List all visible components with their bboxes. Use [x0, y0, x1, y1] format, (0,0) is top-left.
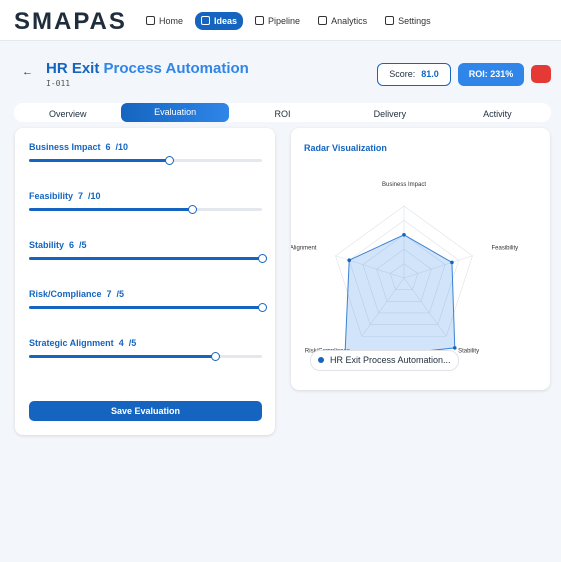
tab[interactable]: Overview — [48, 109, 87, 119]
radar-ring — [389, 263, 419, 290]
slider-fill — [29, 355, 216, 358]
score-label: Score: — [389, 69, 416, 79]
criterion-value: 4 — [118, 338, 124, 348]
radar-chart: Business ImpactFeasibilityStabilityRisk/… — [291, 182, 518, 362]
slider-thumb[interactable] — [211, 352, 221, 361]
criterion-scale: /10 — [88, 191, 101, 201]
radar-panel: Radar Visualization Business Impact Feasi… — [291, 128, 550, 390]
slider-track[interactable] — [29, 254, 267, 263]
criterion-scale: /10 — [115, 142, 129, 152]
save-button[interactable]: Save Evaluation — [29, 401, 262, 421]
delete-button[interactable] — [531, 65, 551, 83]
criterion: Risk/Compliance 7/5 — [29, 289, 267, 312]
title-part: HR Exit — [46, 60, 100, 77]
nav-item[interactable]: Ideas — [195, 12, 244, 30]
radar-axis-label: Business Impact — [382, 182, 426, 188]
idea-title: HR Exit Process Automation — [46, 60, 249, 77]
criterion-value: 7 — [78, 191, 84, 201]
criterion-name: Strategic Alignment — [29, 338, 114, 348]
radar-spoke — [361, 277, 405, 337]
radar-point — [402, 233, 406, 237]
criterion: Strategic Alignment 4/5 — [29, 338, 262, 361]
radar-spoke — [403, 255, 473, 279]
title-part: Process Automation — [103, 60, 249, 77]
radar-axis-label: Strategic Alignment — [291, 246, 317, 252]
slider-track[interactable] — [29, 205, 262, 214]
criterion-label: Risk/Compliance 7/5 — [29, 289, 262, 299]
criterion-scale: /5 — [116, 289, 125, 299]
criterion-name: Risk/Compliance — [29, 289, 102, 299]
navbar: SMAPAS Home Ideas Pipeline Analytics Setting… — [0, 0, 561, 41]
criterion: Business Impact 6/10 — [29, 142, 262, 165]
radar-ring — [348, 220, 460, 325]
radar-ring — [335, 205, 473, 337]
slider-track[interactable] — [29, 156, 262, 165]
radar-point — [450, 260, 454, 265]
radar-ring — [376, 248, 432, 302]
legend: HR Exit Process Automation... — [310, 350, 459, 371]
criterion-scale: /5 — [79, 240, 87, 250]
slider-track[interactable] — [29, 352, 262, 361]
back-button[interactable]: ← — [22, 66, 33, 78]
radar-axis-label: Stability — [458, 348, 479, 354]
criterion: Feasibility 7/10 — [29, 191, 262, 214]
radar-spoke — [335, 255, 405, 279]
slider-track[interactable] — [29, 303, 267, 312]
nav-item[interactable]: Settings — [379, 12, 437, 30]
criterion-value: 7 — [106, 289, 112, 299]
nav-item[interactable]: Home — [140, 12, 189, 30]
score-value: 81.0 — [421, 69, 439, 79]
score-badge: Score: 81.0 — [377, 63, 451, 86]
criterion-name: Business Impact — [29, 142, 101, 152]
slider-fill — [29, 208, 193, 211]
radar-spoke — [403, 277, 447, 337]
evaluation-panel: Save Evaluation Business Impact 6/10 Feasi… — [15, 128, 275, 435]
slider-fill — [29, 159, 169, 162]
criterion-value: 6 — [105, 142, 111, 152]
criterion-label: Feasibility 7/10 — [29, 191, 262, 201]
tab[interactable]: Delivery — [373, 109, 407, 119]
slider-thumb[interactable] — [188, 205, 198, 214]
criterion-label: Business Impact 6/10 — [29, 142, 262, 152]
criterion-scale: /5 — [128, 338, 137, 348]
slider-fill — [29, 306, 262, 309]
idea-id: I-011 — [46, 79, 71, 88]
criterion-value: 6 — [69, 240, 75, 250]
criterion-name: Feasibility — [29, 191, 74, 201]
radar-point — [452, 346, 457, 350]
criterion: Stability 6/5 — [29, 240, 267, 263]
radar-area — [344, 234, 456, 361]
tab[interactable]: Activity — [483, 109, 512, 119]
radar-point — [347, 258, 352, 263]
radar-ring — [362, 234, 446, 314]
nav-item[interactable]: Analytics — [312, 12, 373, 30]
nav-items: Home Ideas Pipeline Analytics Settings — [140, 12, 437, 30]
tab[interactable]: ROI — [274, 109, 291, 119]
slider-thumb[interactable] — [258, 303, 267, 312]
criterion-label: Strategic Alignment 4/5 — [29, 338, 262, 348]
tab[interactable]: Evaluation — [121, 103, 229, 122]
tabs: Overview Evaluation ROI Delivery Activity — [14, 103, 551, 122]
criterion-name: Stability — [29, 240, 65, 250]
radar-axis-label: Feasibility — [491, 246, 518, 252]
slider-fill — [29, 257, 262, 260]
brand: SMAPAS — [14, 8, 127, 35]
criterion-label: Stability 6/5 — [29, 240, 262, 250]
nav-item[interactable]: Pipeline — [249, 12, 306, 30]
roi-badge: ROI: 231% — [458, 63, 524, 86]
slider-thumb[interactable] — [258, 254, 267, 263]
slider-thumb[interactable] — [164, 156, 174, 165]
radar-title: Radar Visualization — [304, 143, 387, 153]
